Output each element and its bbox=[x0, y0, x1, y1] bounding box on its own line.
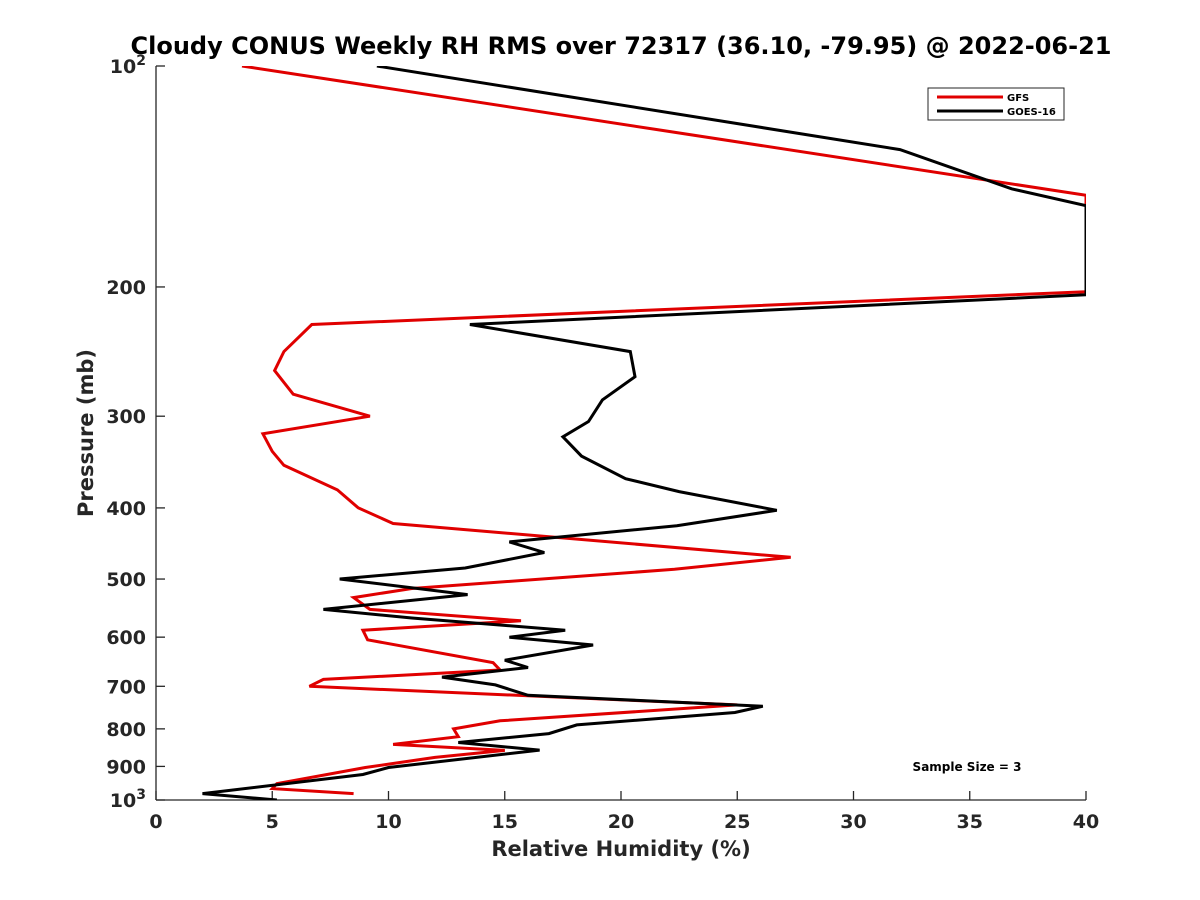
y-tick-label: 600 bbox=[106, 627, 146, 649]
legend-label-gfs: GFS bbox=[1007, 93, 1029, 104]
y-tick-label: 400 bbox=[106, 498, 146, 520]
x-tick-label: 25 bbox=[724, 811, 750, 833]
legend: GFS GOES-16 bbox=[927, 87, 1065, 121]
x-tick-label: 10 bbox=[375, 811, 401, 833]
sample-size-annotation: Sample Size = 3 bbox=[913, 760, 1022, 774]
series-line-gfs bbox=[241, 66, 1086, 796]
x-tick-label: 35 bbox=[957, 811, 983, 833]
x-tick-label: 40 bbox=[1073, 811, 1099, 833]
y-tick-label: 900 bbox=[106, 756, 146, 778]
x-tick-label: 30 bbox=[840, 811, 866, 833]
plot-area: 0 5 10 15 20 25 30 35 40102200300400500600700800… bbox=[106, 53, 1099, 833]
chart-title: Cloudy CONUS Weekly RH RMS over 72317 (3… bbox=[131, 32, 1112, 60]
x-tick-label: 5 bbox=[266, 811, 279, 833]
y-axis-label: Pressure (mb) bbox=[74, 349, 98, 517]
series-line-goes-16 bbox=[202, 66, 1086, 800]
x-tick-label: 15 bbox=[492, 811, 518, 833]
x-tick-label: 20 bbox=[608, 811, 634, 833]
y-tick-label: 200 bbox=[106, 277, 146, 299]
x-axis-label: Relative Humidity (%) bbox=[491, 837, 750, 861]
y-tick-label: 300 bbox=[106, 406, 146, 428]
y-tick-label: 500 bbox=[106, 569, 146, 591]
y-tick-label: 800 bbox=[106, 719, 146, 741]
legend-box bbox=[927, 87, 1065, 121]
x-tick-label: 0 bbox=[149, 811, 162, 833]
y-tick-label: 700 bbox=[106, 676, 146, 698]
legend-label-goes-16: GOES-16 bbox=[1007, 107, 1056, 118]
